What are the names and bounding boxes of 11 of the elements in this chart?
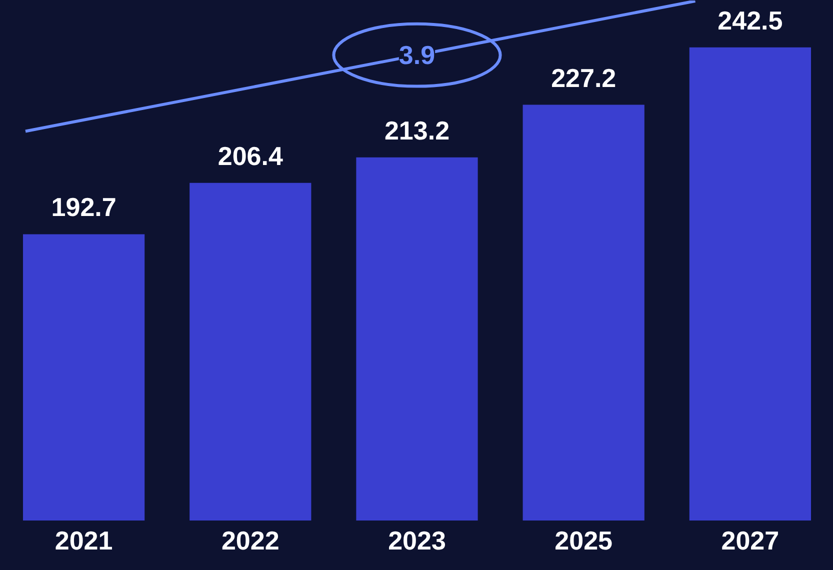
data-label: 206.4: [218, 140, 284, 171]
data-label: 242.5: [718, 5, 783, 36]
x-tick-label: 2025: [554, 526, 613, 556]
x-tick-label: 2027: [721, 526, 780, 556]
data-label: 213.2: [384, 115, 450, 146]
annotation: 3.9: [398, 40, 436, 70]
x-tick-label: 2023: [388, 526, 446, 556]
x-tick-label: 2022: [221, 526, 280, 556]
x-tick-label: 2021: [54, 526, 113, 556]
data-label: 192.7: [51, 192, 116, 222]
data-label: 227.2: [551, 62, 616, 93]
